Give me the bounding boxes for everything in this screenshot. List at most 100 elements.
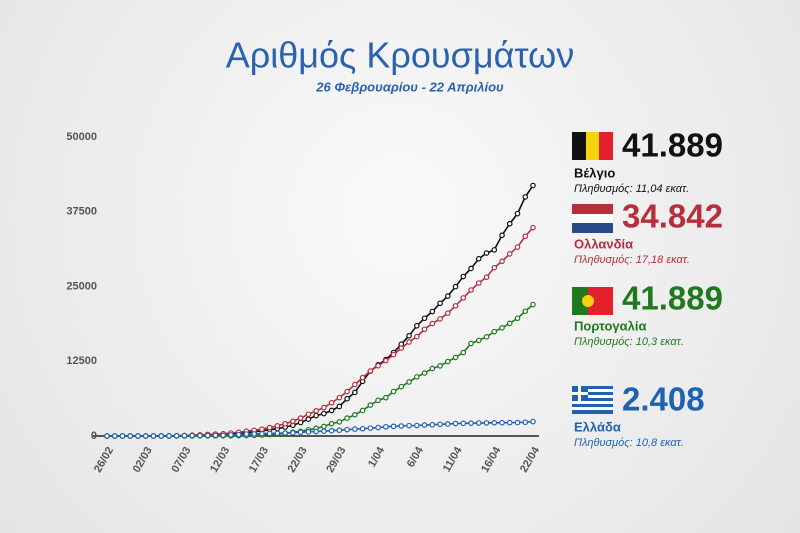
population: Πληθυσμός: 10,8 εκατ. — [574, 437, 684, 449]
point — [414, 374, 420, 380]
series-line — [107, 303, 534, 437]
point — [166, 433, 172, 439]
point — [313, 412, 319, 419]
point — [111, 433, 118, 439]
point — [468, 340, 474, 347]
point — [530, 224, 536, 231]
point — [514, 244, 521, 250]
country-name: Ελλάδα — [574, 419, 621, 434]
point — [483, 420, 490, 426]
point — [352, 389, 358, 396]
point — [359, 374, 366, 381]
point — [251, 431, 257, 437]
point — [305, 416, 312, 422]
point — [491, 264, 498, 271]
x-tick-label: 16/04 — [479, 444, 504, 475]
point — [390, 388, 397, 395]
point — [491, 247, 498, 253]
point — [367, 368, 374, 374]
point — [406, 332, 412, 339]
point — [127, 433, 134, 439]
point — [499, 232, 505, 239]
population: Πληθυσμός: 11,04 εκατ. — [574, 183, 689, 195]
point — [414, 333, 420, 340]
point — [475, 255, 482, 262]
point — [421, 326, 428, 333]
point — [475, 280, 482, 286]
point — [444, 310, 451, 316]
point — [282, 430, 288, 436]
x-tick-label: 6/04 — [405, 444, 427, 469]
point — [336, 394, 343, 401]
point — [328, 407, 335, 414]
x-tick-label: 1/04 — [366, 444, 388, 469]
point — [336, 427, 343, 434]
point — [475, 420, 482, 426]
point — [290, 418, 296, 425]
point — [421, 422, 428, 428]
point — [514, 419, 521, 426]
point — [259, 426, 265, 433]
x-tick-label: 12/03 — [208, 445, 232, 475]
point — [437, 316, 443, 322]
country-name: Ολλανδία — [574, 236, 633, 251]
point — [181, 432, 188, 439]
point — [158, 433, 165, 439]
point — [406, 339, 412, 345]
y-tick-label: 0 — [91, 430, 97, 442]
point — [421, 370, 428, 376]
point — [460, 420, 467, 427]
point — [243, 431, 250, 437]
point — [173, 432, 180, 439]
point — [390, 351, 397, 358]
point — [220, 432, 226, 439]
point — [483, 250, 490, 256]
x-tick-label: 26/02 — [92, 445, 116, 475]
flag-portugal — [572, 287, 613, 315]
point — [344, 395, 350, 402]
y-tick-label: 12500 — [66, 355, 97, 367]
point — [452, 420, 459, 427]
point — [406, 422, 412, 429]
point — [491, 420, 498, 426]
point — [514, 210, 521, 217]
point — [444, 358, 451, 365]
point — [135, 433, 141, 439]
point — [104, 433, 110, 439]
point — [328, 399, 335, 406]
case-count: 2.408 — [622, 381, 705, 418]
point — [352, 426, 358, 432]
series-line — [107, 227, 534, 437]
point — [297, 419, 304, 426]
point — [282, 420, 288, 427]
case-count: 41.889 — [622, 280, 723, 317]
point — [321, 428, 327, 434]
x-tick-label: 02/03 — [131, 445, 155, 475]
flag-greece — [572, 386, 613, 414]
point — [506, 419, 513, 426]
chart-title: Αριθμός Κρουσμάτων — [226, 35, 574, 76]
x-tick-label: 07/03 — [169, 445, 193, 475]
point — [321, 404, 327, 411]
case-count: 34.842 — [622, 198, 723, 235]
point — [313, 408, 319, 414]
point — [344, 426, 350, 433]
point — [483, 274, 490, 281]
point — [197, 432, 203, 439]
x-tick-label: 11/04 — [441, 444, 465, 474]
point — [437, 363, 443, 369]
point — [336, 419, 343, 425]
point — [344, 415, 350, 421]
point — [328, 427, 335, 434]
point — [530, 182, 536, 189]
point — [530, 301, 536, 308]
point — [452, 283, 459, 290]
point — [414, 322, 420, 329]
point — [212, 432, 219, 439]
point — [321, 423, 327, 430]
population: Πληθυσμός: 17,18 εκατ. — [574, 254, 690, 266]
point — [228, 432, 234, 438]
point — [429, 320, 436, 327]
point — [491, 328, 498, 335]
point — [290, 430, 296, 436]
